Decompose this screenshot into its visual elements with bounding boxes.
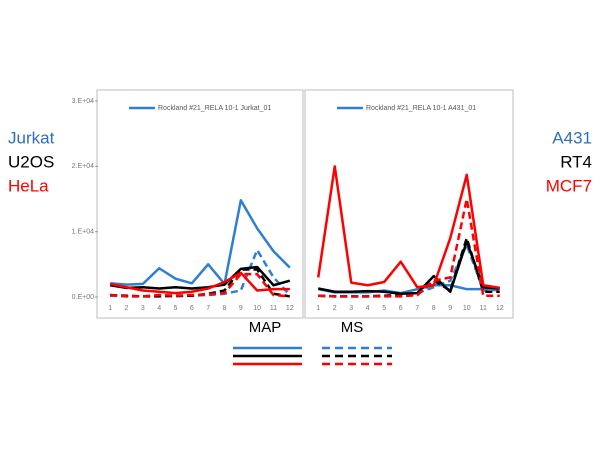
- x-tick-label: 3: [141, 305, 145, 312]
- x-tick-label: 12: [496, 305, 504, 312]
- y-tick-label: 2.E+04: [72, 163, 94, 170]
- data-line: [318, 197, 500, 298]
- x-tick-label: 3: [349, 305, 353, 312]
- x-tick-label: 1: [108, 305, 112, 312]
- x-tick-label: 9: [239, 305, 243, 312]
- x-tick-label: 12: [286, 305, 294, 312]
- data-line: [318, 240, 500, 295]
- x-tick-label: 11: [270, 305, 277, 312]
- x-tick-label: 9: [448, 305, 452, 312]
- x-tick-label: 5: [382, 305, 386, 312]
- data-line: [317, 165, 500, 290]
- x-tick-label: 6: [190, 305, 194, 312]
- data-line: [109, 265, 291, 290]
- y-tick-label: 0.E+00: [72, 294, 94, 301]
- bottom-label: MAP: [249, 319, 282, 336]
- x-tick-label: 4: [157, 305, 161, 312]
- data-line: [110, 272, 290, 298]
- x-tick-label: 6: [399, 305, 403, 312]
- cell-line-label: U2OS: [8, 152, 54, 171]
- x-tick-label: 7: [415, 305, 419, 312]
- x-tick-label: 7: [206, 305, 210, 312]
- x-tick-label: 4: [366, 305, 370, 312]
- panel-frame: [96, 89, 304, 319]
- cell-line-label: A431: [552, 128, 592, 147]
- x-tick-label: 1: [316, 305, 320, 312]
- x-tick-label: 10: [253, 305, 261, 312]
- x-tick-label: 11: [480, 305, 487, 312]
- cell-line-label: RT4: [560, 152, 592, 171]
- x-tick-label: 10: [463, 305, 471, 312]
- x-tick-label: 8: [223, 305, 227, 312]
- panel-frame: [304, 89, 514, 319]
- y-tick-label: 3.E+04: [72, 98, 94, 105]
- bottom-label: MS: [341, 319, 364, 336]
- legend-label: Rockland #21_RELA 10-1 A431_01: [366, 105, 476, 112]
- legend-label: Rockland #21_RELA 10-1 Jurkat_01: [158, 105, 271, 112]
- line-style-key: [233, 346, 392, 366]
- data-line: [109, 271, 290, 295]
- x-tick-label: 8: [432, 305, 436, 312]
- y-tick-label: 1.E+04: [72, 229, 94, 236]
- x-tick-label: 2: [125, 305, 129, 312]
- cell-line-label: Jurkat: [8, 128, 55, 147]
- data-line: [110, 199, 291, 286]
- x-tick-label: 5: [174, 305, 178, 312]
- cell-line-label: HeLa: [8, 176, 49, 195]
- x-tick-label: 2: [333, 305, 337, 312]
- cell-line-label: MCF7: [546, 176, 592, 195]
